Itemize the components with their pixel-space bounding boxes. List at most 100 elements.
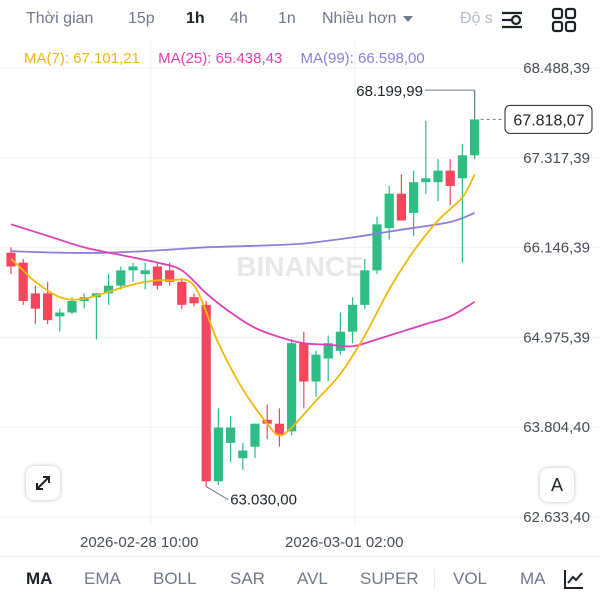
candle-body bbox=[43, 293, 53, 321]
candle-body bbox=[201, 304, 211, 482]
price-tick-label: 66.146,39 bbox=[523, 240, 590, 257]
candle bbox=[165, 262, 175, 286]
font-size-button[interactable]: A bbox=[540, 468, 574, 502]
candle bbox=[140, 262, 150, 290]
candle bbox=[43, 281, 53, 325]
tab-4h[interactable]: 4h bbox=[230, 10, 248, 27]
indicator-ma-sub[interactable]: MA bbox=[520, 569, 546, 588]
candle-body bbox=[55, 312, 65, 317]
candle-body bbox=[104, 285, 114, 294]
candle bbox=[262, 404, 272, 440]
candle bbox=[433, 159, 443, 202]
tab-1h[interactable]: 1h bbox=[186, 10, 205, 27]
candle-body bbox=[116, 270, 126, 286]
tab-more[interactable]: Nhiều hơn bbox=[322, 10, 413, 28]
candle bbox=[323, 335, 333, 382]
candle-body bbox=[189, 297, 199, 304]
candle-body bbox=[335, 331, 345, 351]
candle bbox=[79, 293, 89, 309]
current-price-box bbox=[504, 104, 593, 134]
current-price-label: 67.818,07 bbox=[513, 112, 584, 129]
indicator-avl[interactable]: AVL bbox=[297, 569, 328, 588]
candle-body bbox=[409, 182, 419, 213]
candle-body bbox=[250, 423, 260, 447]
tab-15m[interactable]: 15p bbox=[128, 10, 155, 27]
candle bbox=[348, 297, 358, 344]
candle-body bbox=[396, 193, 406, 221]
fullscreen-button[interactable] bbox=[26, 466, 60, 500]
candle bbox=[457, 143, 467, 263]
tab-depth[interactable]: Độ s bbox=[460, 10, 493, 27]
candle bbox=[91, 293, 101, 340]
candle bbox=[213, 408, 223, 486]
candle-body bbox=[177, 281, 187, 305]
candle-body bbox=[140, 270, 150, 275]
candle-body bbox=[421, 178, 431, 183]
indicator-vol[interactable]: VOL bbox=[453, 569, 488, 588]
chart-settings-icon[interactable] bbox=[562, 567, 586, 591]
candle bbox=[335, 312, 345, 355]
ma-legend: MA(7): 67.101,21 MA(25): 65.438,43 MA(99… bbox=[24, 50, 439, 67]
candle bbox=[104, 274, 114, 305]
candle bbox=[226, 416, 236, 463]
candle-body bbox=[323, 343, 333, 359]
candle-body bbox=[165, 270, 175, 282]
indicator-ema[interactable]: EMA bbox=[84, 569, 121, 588]
candle bbox=[372, 216, 382, 275]
ma25-line bbox=[10, 223, 476, 348]
candle bbox=[421, 120, 431, 194]
tab-1d[interactable]: 1n bbox=[278, 10, 296, 27]
candle-body bbox=[287, 343, 297, 432]
indicator-boll[interactable]: BOLL bbox=[153, 569, 197, 588]
candle-body bbox=[128, 266, 138, 271]
price-tick-label: 63.804,40 bbox=[523, 419, 590, 436]
candle bbox=[409, 170, 419, 236]
expand-icon bbox=[36, 476, 50, 490]
candle bbox=[299, 331, 309, 409]
candle-body bbox=[299, 343, 309, 382]
candle-body bbox=[360, 270, 370, 305]
candle bbox=[238, 442, 248, 470]
ma-lines bbox=[10, 173, 476, 437]
indicator-settings-icon[interactable] bbox=[498, 6, 526, 34]
candle bbox=[55, 308, 65, 332]
candle-body bbox=[238, 450, 248, 459]
candle bbox=[396, 174, 406, 221]
timeframe-tabs: Thời gian 15p 1h 4h 1n Nhiều hơn Độ s bbox=[0, 0, 600, 40]
price-tick-label: 64.975,39 bbox=[523, 329, 590, 346]
tab-more-label: Nhiều hơn bbox=[322, 10, 397, 27]
candle-body bbox=[348, 304, 358, 332]
candle-body bbox=[433, 170, 443, 183]
candle-body bbox=[226, 427, 236, 443]
candle bbox=[116, 266, 126, 290]
ma99-line bbox=[10, 212, 475, 254]
candlestick-chart[interactable]: BINANCE 68.488,39 67.317,39 66.146,39 64.97… bbox=[0, 40, 600, 530]
candle bbox=[250, 423, 260, 459]
indicator-super[interactable]: SUPER bbox=[360, 569, 419, 588]
candle-body bbox=[213, 427, 223, 482]
candle bbox=[311, 350, 321, 397]
candle-body bbox=[470, 119, 480, 156]
annotations: 67.818,07 68.199,99 63.030,00 bbox=[205, 83, 593, 509]
candle bbox=[445, 159, 455, 206]
candle-body bbox=[18, 262, 28, 302]
tab-time[interactable]: Thời gian bbox=[26, 10, 94, 27]
chevron-down-icon bbox=[402, 15, 413, 22]
candle-body bbox=[152, 266, 162, 286]
ma25-label: MA(25): 65.438,43 bbox=[158, 50, 283, 67]
candle bbox=[30, 285, 40, 325]
candle-body bbox=[457, 155, 467, 179]
ma7-label: MA(7): 67.101,21 bbox=[24, 50, 140, 67]
candle bbox=[177, 277, 187, 309]
high-price-label: 68.199,99 bbox=[356, 83, 423, 100]
font-size-label: A bbox=[550, 474, 563, 495]
candle bbox=[201, 301, 211, 487]
candle-body bbox=[274, 423, 284, 436]
candle-body bbox=[262, 419, 272, 424]
ma7-line bbox=[10, 173, 476, 437]
indicator-ma[interactable]: MA bbox=[26, 569, 53, 588]
indicator-separator bbox=[434, 569, 435, 589]
candle-body bbox=[384, 193, 394, 229]
layout-grid-icon[interactable] bbox=[550, 6, 578, 34]
indicator-sar[interactable]: SAR bbox=[230, 569, 265, 588]
